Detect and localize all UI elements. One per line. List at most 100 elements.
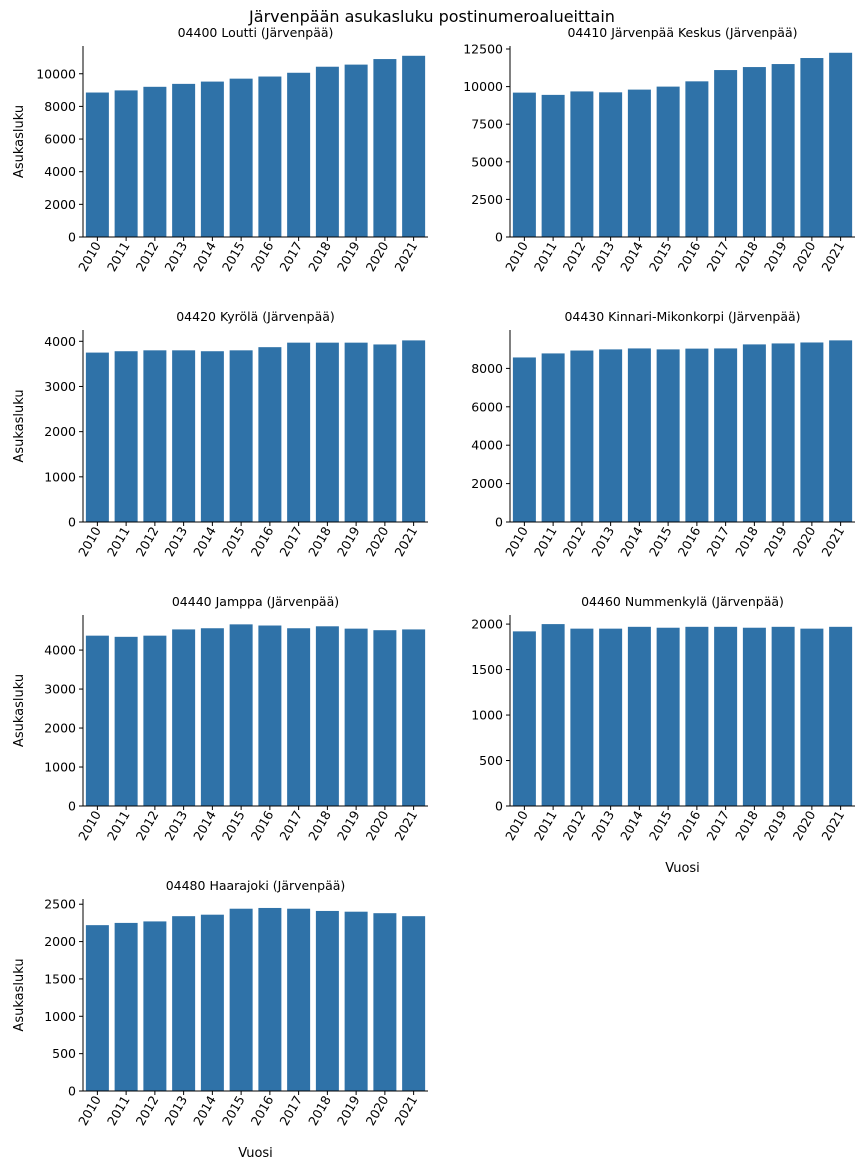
x-tick-label: 2012 [560,808,589,843]
y-tick-label: 1500 [44,971,76,986]
bar-2012 [570,91,594,237]
bar-2013 [172,350,196,522]
bar-2017 [287,908,311,1091]
y-tick-label: 0 [495,799,503,814]
x-tick-label: 2019 [334,524,363,559]
bar-2010 [85,92,109,237]
bar-2015 [229,624,253,806]
bar-2014 [627,626,651,806]
bar-2016 [685,626,709,806]
bar-2015 [656,86,680,237]
x-tick-label: 2014 [617,239,646,274]
y-tick-label: 1500 [471,662,503,677]
x-tick-label: 2017 [276,1093,305,1128]
bar-2015 [656,349,680,522]
x-tick-label: 2011 [104,524,133,559]
x-tick-label: 2015 [219,1093,248,1128]
x-tick-label: 2015 [646,808,675,843]
y-tick-label: 4000 [44,643,76,658]
bar-2020 [373,344,397,522]
x-tick-label: 2010 [502,808,531,843]
y-tick-label: 4000 [471,438,503,453]
bar-2014 [200,914,224,1091]
x-tick-label: 2012 [133,524,162,559]
bar-2016 [258,907,282,1091]
bar-2018 [315,342,339,522]
x-tick-label: 2015 [219,239,248,274]
bar-2012 [570,628,594,806]
bar-2015 [229,350,253,522]
bar-2016 [258,347,282,522]
bar-2017 [714,626,738,806]
bar-2014 [200,81,224,237]
x-tick-label: 2017 [703,524,732,559]
x-tick-label: 2014 [190,239,219,274]
y-tick-label: 1000 [471,708,503,723]
bar-2019 [771,64,795,237]
bar-2015 [656,627,680,806]
x-tick-label: 2010 [75,808,104,843]
y-tick-label: 8000 [471,361,503,376]
panel-6: 0 500 1000 1500 2000 2010 2011 2012 2013 2014 2015… [471,594,855,876]
y-tick-label: 0 [68,1084,76,1099]
x-tick-label: 2011 [531,524,560,559]
y-tick-label: 8000 [44,99,76,114]
panel-title: 04460 Nummenkylä (Järvenpää) [581,594,784,609]
x-tick-label: 2015 [646,524,675,559]
bar-2010 [512,631,536,806]
bar-2013 [172,629,196,806]
bar-2018 [315,66,339,237]
x-tick-label: 2012 [560,239,589,274]
x-tick-label: 2018 [305,239,334,274]
bar-2013 [172,83,196,238]
panel-title: 04420 Kyrölä (Järvenpää) [176,309,335,324]
bar-2021 [402,55,426,237]
x-tick-label: 2020 [363,524,392,559]
bar-2021 [829,340,853,522]
panel-title: 04410 Järvenpää Keskus (Järvenpää) [567,25,797,40]
y-tick-label: 2000 [44,424,76,439]
bar-2013 [599,628,623,806]
y-tick-label: 4000 [44,164,76,179]
panel-title: 04400 Loutti (Järvenpää) [178,25,334,40]
x-tick-label: 2013 [588,524,617,559]
x-tick-label: 2016 [675,239,704,274]
x-axis-label: Vuosi [238,1146,273,1161]
y-tick-label: 6000 [471,399,503,414]
bar-2020 [373,913,397,1091]
x-tick-label: 2018 [305,524,334,559]
bar-2018 [742,67,766,237]
x-tick-label: 2013 [588,808,617,843]
x-tick-label: 2018 [305,1093,334,1128]
bar-2018 [315,910,339,1091]
x-tick-label: 2014 [617,808,646,843]
bar-2019 [344,911,368,1091]
x-tick-label: 2012 [133,1093,162,1128]
x-tick-label: 2016 [675,808,704,843]
x-tick-label: 2021 [391,808,420,843]
x-tick-label: 2011 [531,808,560,843]
x-tick-label: 2011 [104,1093,133,1128]
bar-2021 [829,52,853,237]
x-tick-label: 2012 [133,808,162,843]
x-tick-label: 2015 [219,524,248,559]
x-tick-label: 2021 [818,239,847,274]
bar-2016 [258,625,282,806]
x-tick-label: 2014 [190,524,219,559]
bar-2010 [512,357,536,522]
bar-2017 [287,72,311,238]
bar-2018 [742,344,766,522]
y-tick-label: 2000 [44,721,76,736]
x-tick-label: 2013 [161,239,190,274]
bar-2016 [258,76,282,237]
y-tick-label: 2000 [44,197,76,212]
bar-2020 [373,59,397,238]
bar-2017 [287,628,311,806]
x-tick-label: 2012 [560,524,589,559]
x-tick-label: 2016 [248,808,277,843]
x-tick-label: 2019 [761,524,790,559]
x-tick-label: 2018 [732,524,761,559]
